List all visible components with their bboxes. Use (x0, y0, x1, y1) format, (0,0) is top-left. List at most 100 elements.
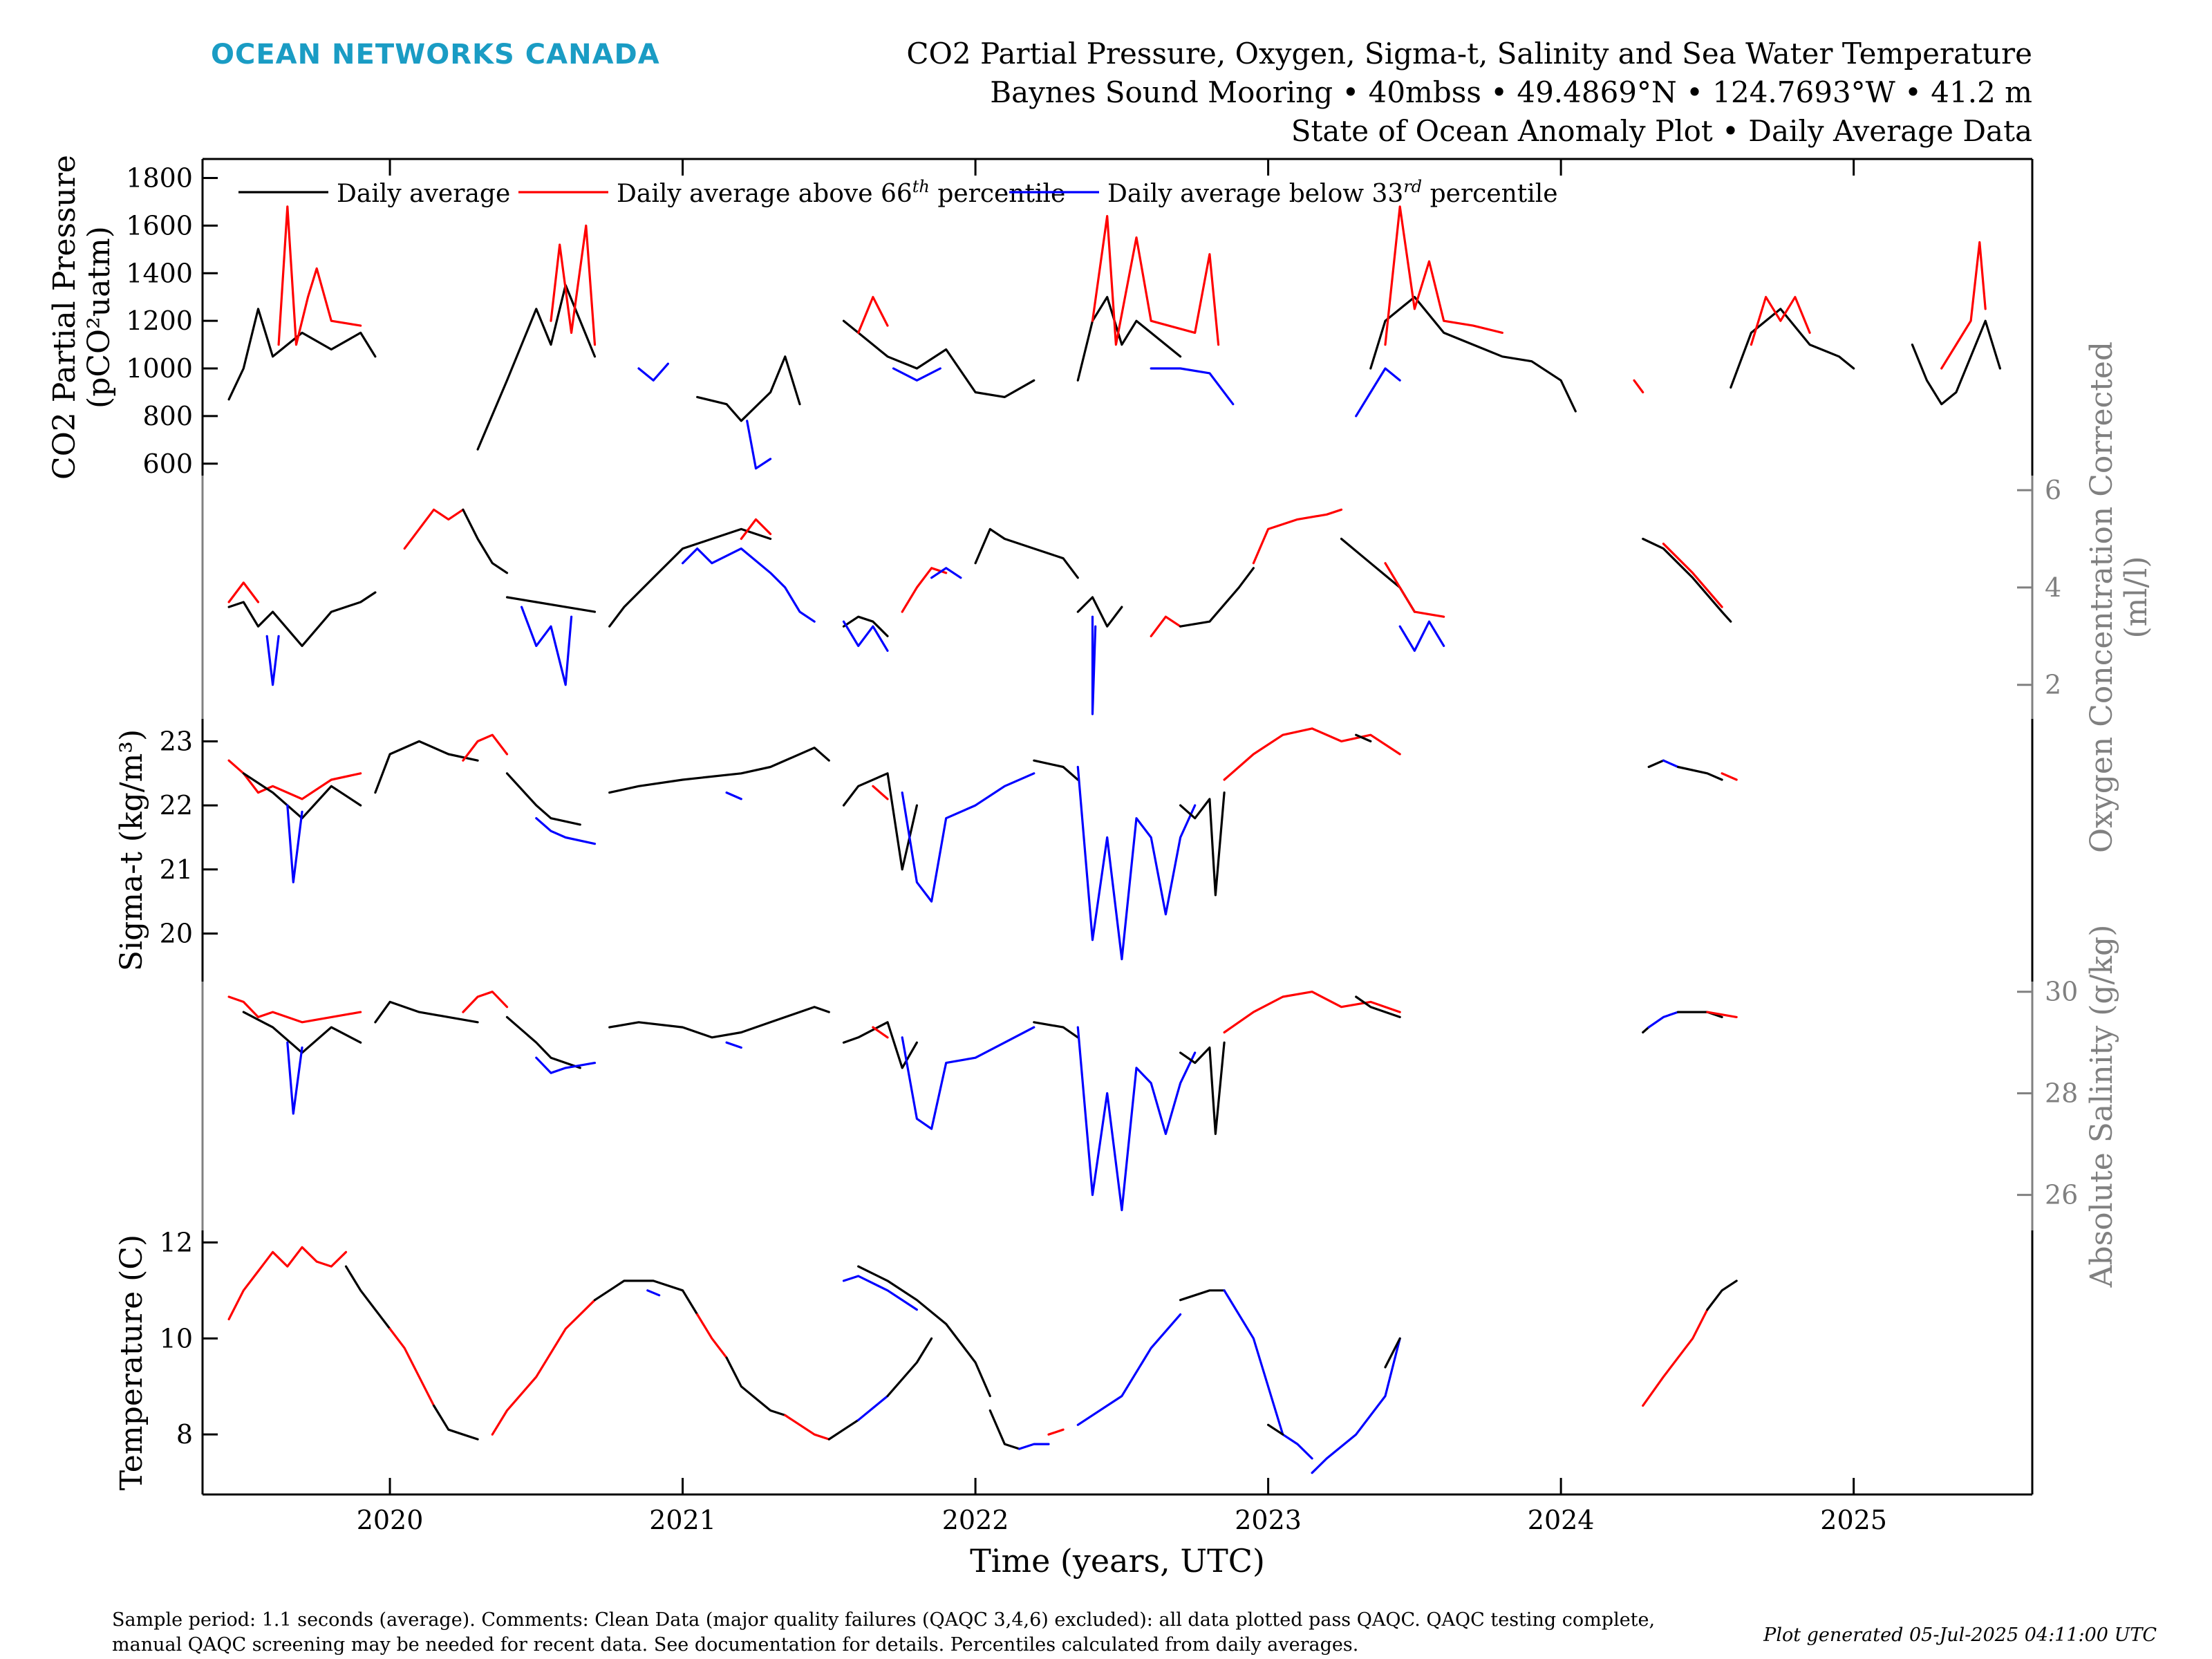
oxygen-series-black-5 (505, 596, 597, 613)
footer-note-line-2: manual QAQC screening may be needed for … (112, 1634, 1358, 1656)
footer-generated: Plot generated 05-Jul-2025 04:11:00 UTC (1763, 1624, 2157, 1646)
axes-layer: 600 800 1000 1200 1400 1600 1800 CO2 Partial Pr… (47, 155, 2154, 1580)
xtick-label-2021: 2021 (649, 1505, 716, 1535)
co2-series-red-20 (1940, 241, 1987, 370)
temperature-series-red-17 (1047, 1428, 1065, 1436)
oxygen-ylabel: Oxygen Concentration Corrected (2084, 341, 2119, 853)
temperature-ytick-label-1: 10 (160, 1323, 193, 1353)
salinity-series-blue-10 (901, 1026, 1035, 1130)
temperature-series-black-19 (1179, 1289, 1226, 1302)
title-line-1: CO2 Partial Pressure, Oxygen, Sigma-t, S… (906, 37, 2032, 71)
sigmat-series-black-3 (374, 740, 479, 794)
oxygen-series-blue-6 (520, 606, 573, 686)
co2-series-blue-6 (746, 420, 772, 470)
oxygen-series-black-14 (974, 527, 1079, 579)
sigmat-series-red-11 (872, 785, 889, 800)
oxygen-series-red-9 (740, 518, 772, 541)
sigmat-series-red-20 (1721, 772, 1738, 781)
co2-ytick-label-0: 600 (142, 449, 193, 479)
xtick-label-2024: 2024 (1528, 1505, 1595, 1535)
salinity-series-black-5 (505, 1015, 581, 1069)
sigmat-series-black-17 (1647, 759, 1665, 769)
temperature-series-red-24 (1642, 1308, 1709, 1407)
temperature-ytick-label-2: 12 (160, 1227, 193, 1257)
sigmat-series-black-19 (1676, 765, 1723, 781)
salinity-ytick-label-0: 26 (2045, 1180, 2078, 1210)
oxygen-series-blue-16 (1091, 615, 1097, 715)
co2-series-red-1 (277, 205, 362, 346)
oxygen-series-black-18 (1179, 567, 1255, 628)
brand-logo-text: OCEAN NETWORKS CANADA (211, 39, 660, 71)
temperature-series-black-12 (886, 1337, 933, 1398)
salinity-ylabel: Absolute Salinity (g/kg) (2084, 925, 2119, 1288)
salinity-series-black-3 (374, 1000, 479, 1024)
legend-label-0: Daily average (337, 180, 510, 208)
temperature-series-black-1 (344, 1265, 391, 1331)
sigmat-ytick-label-2: 22 (160, 790, 193, 821)
temperature-series-black-15 (988, 1409, 1021, 1450)
temperature-series-red-4 (491, 1299, 597, 1436)
x-axis-label: Time (years, UTC) (970, 1542, 1265, 1580)
xtick-label-2025: 2025 (1820, 1505, 1887, 1535)
co2-series-blue-13 (1355, 367, 1401, 418)
co2-series-black-5 (696, 355, 801, 422)
temperature-series-red-7 (696, 1313, 728, 1359)
oxygen-series-black-7 (608, 527, 772, 628)
temperature-series-black-3 (432, 1404, 479, 1441)
salinity-series-blue-13 (1076, 1026, 1197, 1212)
salinity-series-black-7 (608, 1006, 830, 1039)
sigmat-series-black-16 (1355, 733, 1372, 743)
co2-ytick-label-5: 1600 (126, 210, 193, 241)
xtick-label-2020: 2020 (357, 1505, 424, 1535)
footer: Sample period: 1.1 seconds (average). Co… (112, 1609, 2157, 1656)
co2-series-black-19 (1911, 319, 2001, 406)
sigmat-series-blue-10 (901, 772, 1035, 903)
temperature-series-blue-6 (646, 1289, 661, 1297)
legend: Daily average Daily average above 66th pe… (238, 177, 1558, 208)
legend-label-1: Daily average above 66th percentile (617, 177, 1065, 208)
co2-series-blue-12 (1150, 367, 1235, 406)
oxygen-ytick-label-1: 4 (2045, 572, 2061, 603)
temperature-series-blue-16 (1018, 1443, 1050, 1450)
oxygen-ytick-label-0: 2 (2045, 670, 2061, 700)
salinity-series-black-12 (1033, 1021, 1079, 1039)
temperature-series-red-9 (784, 1414, 830, 1441)
salinity-series-blue-8 (725, 1041, 742, 1049)
oxygen-series-red-3 (403, 508, 465, 550)
co2-ytick-label-4: 1400 (126, 258, 193, 288)
salinity-series-red-11 (872, 1026, 889, 1039)
co2-series-blue-9 (892, 367, 941, 382)
co2-series-red-11 (1091, 215, 1220, 346)
sigmat-ylabel: Sigma-t (kg/m³) (114, 729, 149, 971)
salinity-ytick-label-1: 28 (2045, 1078, 2078, 1109)
sigmat-ytick-label-1: 21 (160, 854, 193, 885)
oxygen-series-red-12 (901, 567, 948, 613)
co2-series-black-0 (227, 308, 377, 401)
co2-ytick-label-1: 800 (142, 401, 193, 431)
sigmat-series-black-14 (1179, 791, 1226, 897)
oxygen-series-red-1 (227, 581, 260, 603)
co2-series-red-8 (857, 296, 889, 334)
oxygen-series-black-0 (227, 591, 377, 648)
co2-ylabel-unit: (pCO²uatm) (82, 226, 117, 409)
oxygen-ytick-label-2: 6 (2045, 475, 2061, 505)
co2-ylabel: CO2 Partial Pressure (47, 155, 82, 480)
sigmat-series-red-15 (1223, 727, 1401, 781)
temperature-series-black-25 (1706, 1280, 1738, 1311)
temperature-series-black-5 (593, 1280, 699, 1316)
temperature-series-black-10 (827, 1418, 860, 1441)
oxygen-series-red-21 (1384, 562, 1445, 618)
salinity-series-black-17 (1642, 1026, 1650, 1034)
oxygen-series-blue-22 (1398, 620, 1445, 653)
salinity-series-red-20 (1706, 1011, 1738, 1019)
sigmat-series-blue-2 (286, 804, 303, 883)
title-line-3: State of Ocean Anomaly Plot • Daily Aver… (1291, 114, 2032, 148)
temperature-series-black-23 (1384, 1337, 1401, 1369)
co2-ytick-label-6: 1800 (126, 163, 193, 194)
temperature-ylabel: Temperature (C) (114, 1235, 149, 1490)
temperature-series-black-14 (857, 1265, 991, 1398)
temperature-series-blue-18 (1076, 1313, 1182, 1426)
salinity-series-red-0 (227, 995, 362, 1024)
oxygen-series-black-10 (842, 615, 889, 637)
